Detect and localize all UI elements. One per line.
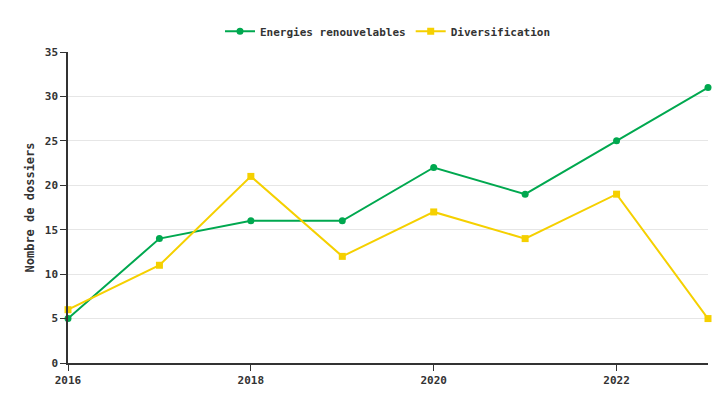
svg-text:0: 0 — [51, 357, 58, 370]
svg-text:10: 10 — [45, 268, 58, 281]
svg-text:30: 30 — [45, 90, 58, 103]
svg-text:Nombre de dossiers: Nombre de dossiers — [23, 142, 37, 272]
svg-text:20: 20 — [45, 179, 58, 192]
svg-text:25: 25 — [45, 135, 58, 148]
svg-text:35: 35 — [45, 46, 58, 59]
svg-text:Energies renouvelables: Energies renouvelables — [260, 26, 406, 39]
svg-text:2022: 2022 — [603, 374, 630, 387]
svg-text:2016: 2016 — [55, 374, 82, 387]
svg-text:15: 15 — [45, 224, 58, 237]
svg-text:2020: 2020 — [420, 374, 447, 387]
svg-text:Diversification: Diversification — [451, 26, 550, 39]
svg-text:5: 5 — [51, 312, 58, 325]
svg-text:2018: 2018 — [238, 374, 264, 387]
